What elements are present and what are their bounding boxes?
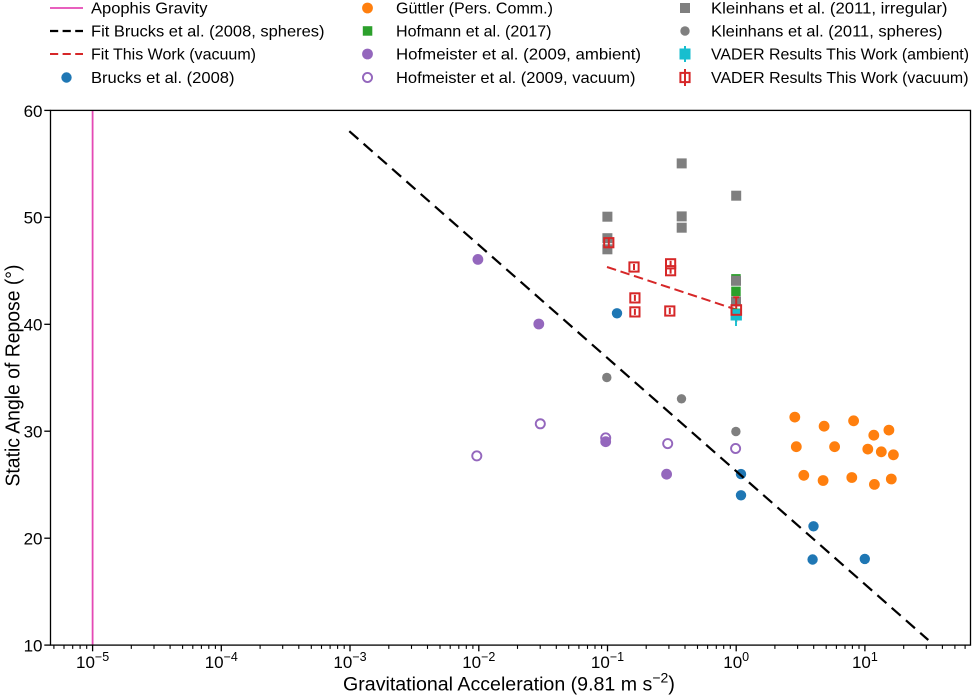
svg-text:Fit Brucks et al. (2008, spher: Fit Brucks et al. (2008, spheres) (91, 24, 325, 41)
svg-text:Güttler (Pers. Comm.): Güttler (Pers. Comm.) (396, 1, 553, 18)
svg-text:Fit This Work (vacuum): Fit This Work (vacuum) (91, 47, 256, 64)
svg-text:VADER Results This Work (vacuu: VADER Results This Work (vacuum) (711, 70, 969, 87)
svg-text:Gravitational Acceleration (9.: Gravitational Acceleration (9.81 m s−2) (343, 670, 675, 696)
svg-text:Static Angle of Repose (°): Static Angle of Repose (°) (3, 265, 25, 487)
svg-text:20: 20 (24, 530, 43, 549)
svg-text:Kleinhans et al. (2011, sphere: Kleinhans et al. (2011, spheres) (711, 24, 943, 41)
svg-text:Hofmeister et al. (2009, vacuu: Hofmeister et al. (2009, vacuum) (396, 70, 636, 87)
svg-text:Hofmeister et al. (2009, ambie: Hofmeister et al. (2009, ambient) (396, 47, 641, 64)
svg-text:60: 60 (24, 102, 43, 121)
svg-text:Hofmann et al. (2017): Hofmann et al. (2017) (396, 24, 552, 41)
svg-text:Kleinhans et al. (2011, irregu: Kleinhans et al. (2011, irregular) (711, 1, 948, 18)
svg-text:30: 30 (24, 423, 43, 442)
svg-text:50: 50 (24, 209, 43, 228)
svg-text:VADER Results This Work (ambie: VADER Results This Work (ambient) (711, 47, 969, 64)
svg-text:Apophis Gravity: Apophis Gravity (91, 1, 208, 18)
svg-text:10: 10 (24, 637, 43, 656)
svg-text:40: 40 (24, 316, 43, 335)
svg-text:Brucks et al. (2008): Brucks et al. (2008) (91, 70, 235, 87)
